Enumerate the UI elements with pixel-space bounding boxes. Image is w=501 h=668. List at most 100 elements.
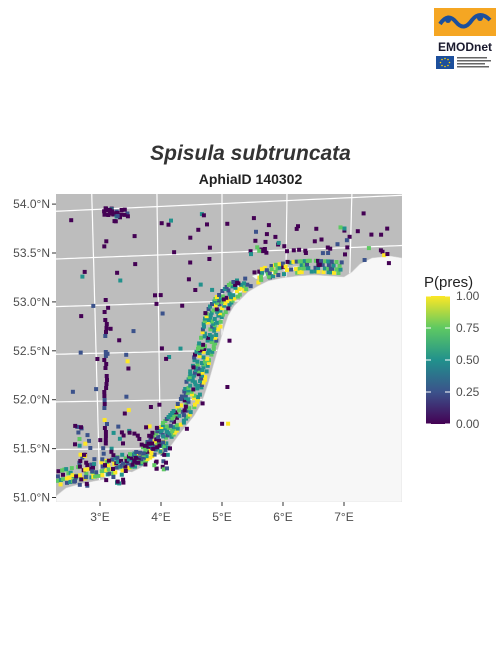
x-tick-label: 7°E: [334, 510, 353, 524]
presence-cell: [87, 439, 91, 443]
presence-cell: [71, 473, 75, 477]
presence-cell: [152, 463, 156, 467]
presence-cell: [83, 442, 87, 446]
presence-cell: [282, 244, 286, 248]
presence-cell: [165, 466, 169, 470]
x-tick-label: 6°E: [273, 510, 292, 524]
presence-cell: [303, 249, 307, 253]
presence-cell: [379, 248, 383, 252]
presence-cell: [134, 450, 138, 454]
presence-cell: [79, 314, 83, 318]
presence-cell: [105, 378, 109, 382]
presence-cell: [116, 425, 120, 429]
legend-title: P(pres): [424, 274, 473, 291]
presence-cell: [218, 325, 222, 329]
presence-cell: [103, 334, 107, 338]
presence-cell: [105, 422, 109, 426]
presence-cell: [201, 401, 205, 405]
x-tick-label: 4°E: [151, 510, 170, 524]
presence-cell: [79, 425, 83, 429]
presence-cell: [144, 425, 148, 429]
legend-tick-label: 0.75: [456, 321, 480, 335]
presence-cell: [207, 257, 211, 261]
presence-cell: [267, 275, 271, 279]
presence-cell: [298, 267, 302, 271]
presence-cell: [104, 362, 108, 366]
presence-cell: [153, 293, 157, 297]
y-tick-label: 51.0°N: [13, 491, 50, 505]
presence-cell: [263, 247, 267, 251]
presence-cell: [292, 248, 296, 252]
presence-cell: [270, 267, 274, 271]
presence-cell: [71, 390, 75, 394]
presence-cell: [111, 467, 115, 471]
presence-cell: [103, 310, 107, 314]
presence-cell: [210, 288, 214, 292]
presence-cell: [104, 442, 108, 446]
presence-cell: [102, 390, 106, 394]
presence-cell: [105, 382, 109, 386]
presence-cell: [126, 367, 130, 371]
presence-cell: [202, 355, 206, 359]
presence-cell: [219, 320, 223, 324]
presence-cell: [100, 473, 104, 477]
presence-cell: [102, 244, 106, 248]
y-tick-label: 54.0°N: [13, 197, 50, 211]
presence-cell: [330, 260, 334, 264]
presence-cell: [73, 479, 77, 483]
presence-cell: [101, 446, 105, 450]
presence-cell: [109, 450, 113, 454]
presence-cell: [332, 264, 336, 268]
presence-cell: [300, 270, 304, 274]
parallel-line: [12, 144, 432, 166]
presence-cell: [264, 251, 268, 255]
presence-cell: [128, 431, 132, 435]
presence-cell: [179, 347, 183, 351]
presence-cell: [254, 230, 258, 234]
presence-cell: [104, 366, 108, 370]
presence-cell: [78, 444, 82, 448]
presence-cell: [127, 408, 131, 412]
presence-cell: [133, 262, 137, 266]
presence-cell: [267, 223, 271, 227]
presence-cell: [308, 259, 312, 263]
presence-cell: [198, 393, 202, 397]
presence-cell: [124, 395, 128, 399]
presence-cell: [253, 270, 257, 274]
presence-cell: [228, 339, 232, 343]
y-tick-label: 51.5°N: [13, 442, 50, 456]
presence-cell: [116, 480, 120, 484]
presence-cell: [78, 459, 82, 463]
presence-cell: [321, 251, 325, 255]
presence-cell: [215, 307, 219, 311]
presence-cell: [387, 261, 391, 265]
presence-cell: [74, 474, 78, 478]
presence-cell: [306, 266, 310, 270]
presence-cell: [160, 346, 164, 350]
presence-cell: [138, 451, 142, 455]
presence-cell: [203, 311, 207, 315]
presence-cell: [231, 293, 235, 297]
presence-cell: [222, 297, 226, 301]
presence-cell: [132, 432, 136, 436]
presence-cell: [161, 440, 165, 444]
presence-cell: [83, 270, 87, 274]
longitude-axis: 3°E 4°E 5°E 6°E 7°E: [90, 502, 353, 524]
presence-cell: [165, 424, 169, 428]
presence-cell: [57, 469, 61, 473]
presence-cell: [197, 341, 201, 345]
presence-cell: [363, 258, 367, 262]
presence-cell: [273, 235, 277, 239]
presence-cell: [225, 222, 229, 226]
presence-cell: [208, 333, 212, 337]
presence-cell: [317, 270, 321, 274]
y-tick-label: 53.5°N: [13, 246, 50, 260]
presence-cell: [124, 469, 128, 473]
presence-cell: [164, 448, 168, 452]
presence-cell: [51, 471, 55, 475]
presence-cell: [155, 302, 159, 306]
presence-cell: [86, 433, 90, 437]
presence-cell: [317, 263, 321, 267]
presence-cell: [289, 268, 293, 272]
